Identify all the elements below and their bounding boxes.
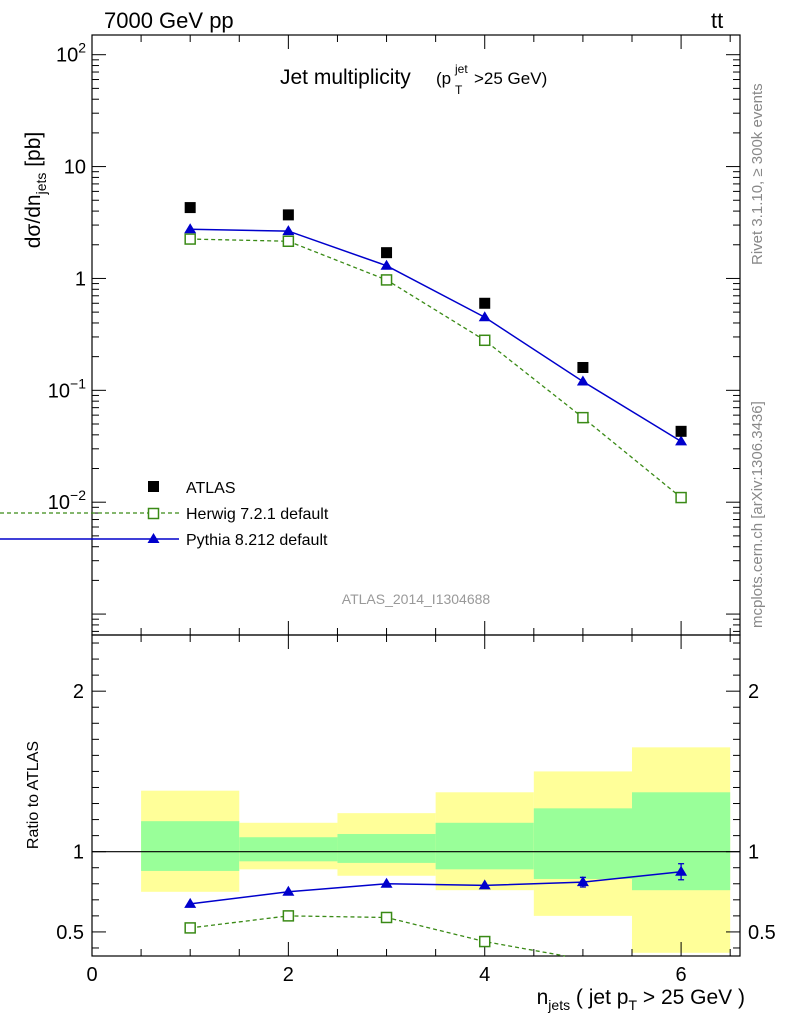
header-left: 7000 GeV pp	[104, 8, 234, 33]
ratio-xlabel: njets ( jet pT > 25 GeV )	[537, 986, 745, 1013]
main-pythia-point	[478, 311, 491, 322]
main-pythia-point	[282, 225, 295, 236]
ratio-bands	[141, 747, 731, 953]
main-ylabel-text: dσ/dnjets [pb]	[22, 132, 49, 249]
ratio-pythia-point	[675, 865, 688, 876]
main-herwig-line	[190, 238, 682, 499]
main-atlas-point	[184, 202, 196, 214]
ratio-ytick-label-right: 2	[748, 681, 759, 703]
ratio-pythia-point	[184, 897, 197, 908]
ratio-pythia-point	[576, 876, 589, 887]
main-title-text: Jet multiplicity	[280, 66, 411, 89]
ratio-xlabel-tail: > 25 GeV )	[637, 986, 745, 1009]
ratio-herwig-point	[282, 910, 295, 922]
ratio-band-inner	[239, 837, 338, 862]
main-axes: 102 10 1 10−1 10−2	[48, 35, 740, 635]
ratio-herwig-point	[184, 922, 196, 934]
ratio-ylabel-text: Ratio to ATLAS	[25, 741, 42, 849]
ratio-ytick-label-left: 1	[73, 842, 84, 864]
legend-label-pythia: Pythia 8.212 default	[186, 532, 328, 549]
legend-marker-pythia	[147, 533, 160, 543]
main-herwig-point	[675, 491, 687, 504]
ratio-ytick-label-left: 0.5	[56, 922, 84, 944]
main-ytick-label: 10	[64, 157, 86, 179]
main-herwig-point	[184, 233, 196, 245]
side-note-mcplots-text: mcplots.cern.ch [arXiv:1306.3436]	[749, 401, 766, 628]
main-pythia-point	[576, 375, 589, 386]
ratio-xlabel-sub2: T	[628, 997, 637, 1013]
main-title-sup: jet	[454, 62, 468, 76]
ratio-xlabel-mid: ( jet p	[570, 986, 628, 1009]
main-watermark: ATLAS_2014_I1304688	[342, 591, 491, 607]
legend-label-atlas: ATLAS	[186, 480, 236, 497]
main-pythia-point	[184, 223, 197, 234]
ratio-xlabel-sub1: jets	[547, 997, 570, 1013]
main-title: Jet multiplicity	[280, 66, 411, 89]
legend-label-herwig: Herwig 7.2.1 default	[186, 506, 329, 523]
header-right: tt	[711, 8, 723, 33]
main-pythia-point	[380, 259, 393, 270]
ratio-band-inner	[435, 822, 534, 870]
main-herwig-point	[478, 334, 491, 347]
ratio-pythia-point	[380, 877, 393, 888]
ratio-band-inner	[337, 834, 436, 863]
ratio-frame	[91, 634, 741, 957]
header-right-bar: ¯	[722, 0, 736, 21]
main-ytick-label: 1	[75, 268, 86, 290]
ratio-herwig-line	[190, 915, 566, 957]
main-atlas-point	[675, 425, 687, 437]
ratio-pythia-point	[478, 879, 491, 890]
side-note-mcplots: mcplots.cern.ch [arXiv:1306.3436]	[749, 401, 766, 628]
main-herwig-point	[380, 274, 393, 286]
ratio-ylabel: Ratio to ATLAS	[25, 741, 42, 849]
main-ylabel: dσ/dnjets [pb]	[22, 132, 49, 249]
ratio-herwig-point	[478, 935, 491, 948]
main-title-cut: (p	[436, 69, 451, 88]
ratio-ytick-label-right: 1	[748, 842, 759, 864]
ratio-ytick-label-left: 2	[73, 681, 84, 703]
main-panel: 102 10 1 10−1 10−2 Jet multiplicity (p jet T…	[0, 34, 741, 636]
main-herwig-point	[282, 235, 295, 248]
ratio-pythia-line	[190, 870, 682, 905]
legend-marker-atlas	[148, 481, 159, 492]
main-atlas-point	[381, 247, 393, 259]
legend: ATLAS Herwig 7.2.1 default Pythia 8.212 …	[0, 480, 329, 549]
side-note-rivet-text: Rivet 3.1.10, ≥ 300k events	[749, 83, 766, 265]
ratio-axes: 0.5 0.5 1 1 2 2 0 2 4 6	[56, 635, 776, 986]
ratio-xlabel-main: n	[537, 986, 549, 1009]
main-ytick-label: 10−2	[48, 487, 86, 514]
main-ytick-label: 10−1	[48, 375, 86, 402]
ratio-xtick-label: 2	[283, 964, 294, 986]
main-ylabel-sub: jets	[33, 173, 49, 196]
ratio-pythia-point	[282, 885, 295, 896]
legend-marker-herwig	[147, 507, 160, 520]
main-title-sub: T	[455, 83, 463, 97]
ratio-xtick-label: 0	[86, 964, 97, 986]
ratio-xtick-label: 6	[676, 964, 687, 986]
ratio-band-inner	[141, 821, 240, 871]
ratio-series	[184, 863, 688, 957]
main-series	[184, 202, 688, 504]
main-herwig-point	[577, 411, 589, 424]
main-pythia-point	[675, 435, 688, 446]
main-title-open: (p	[436, 69, 451, 88]
ratio-ytick-label-right: 0.5	[748, 922, 776, 944]
main-ylabel-main: dσ/dn	[22, 194, 45, 248]
main-atlas-point	[282, 209, 294, 221]
main-atlas-point	[479, 297, 491, 309]
side-note-rivet: Rivet 3.1.10, ≥ 300k events	[749, 83, 766, 265]
ratio-herwig-point	[380, 911, 393, 924]
main-atlas-point	[577, 361, 589, 373]
ratio-panel: 0.5 0.5 1 1 2 2 0 2 4 6 Ratio to ATLAS njets ( je…	[25, 634, 776, 1013]
main-title-close: >25 GeV)	[474, 69, 547, 88]
ratio-band-inner	[533, 808, 632, 879]
ratio-xtick-label: 4	[479, 964, 490, 986]
main-ylabel-unit: [pb]	[22, 132, 45, 173]
main-pythia-line	[190, 228, 682, 442]
main-ytick-label: 102	[56, 40, 86, 67]
